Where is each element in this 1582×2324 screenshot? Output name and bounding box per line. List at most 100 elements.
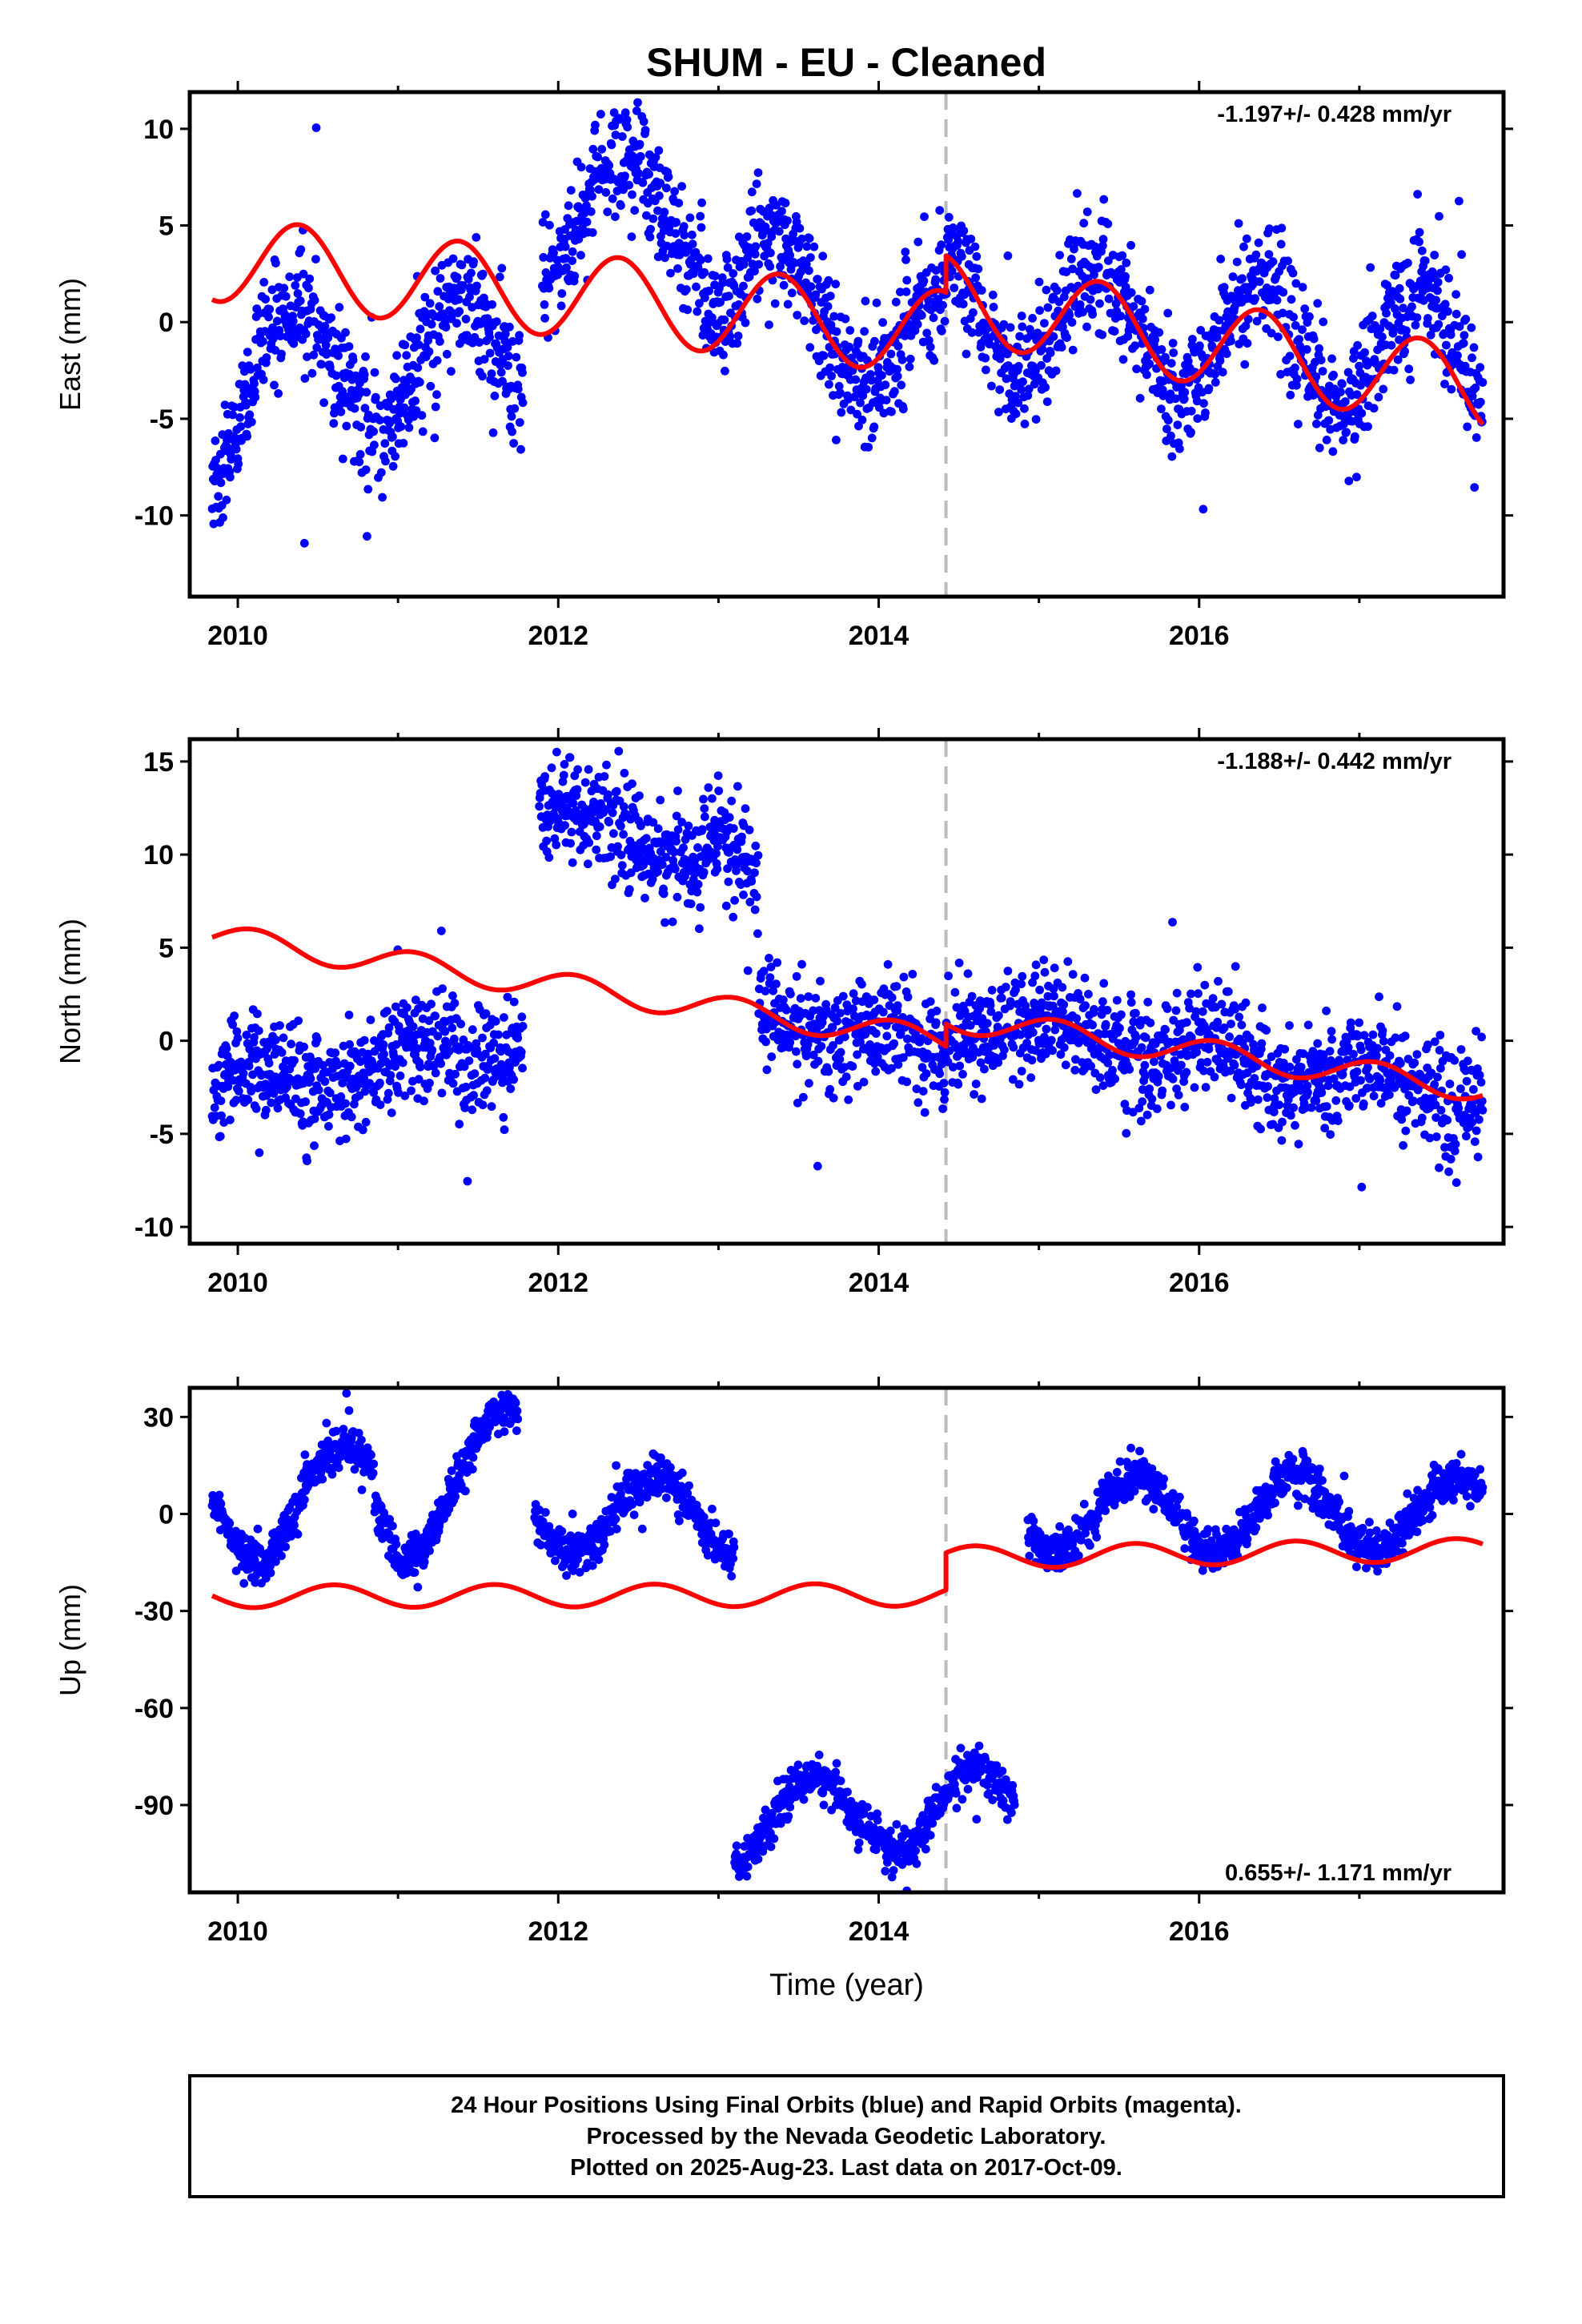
data-point [679,222,689,231]
data-point [713,842,722,851]
data-point [1104,294,1114,304]
data-point [845,343,854,352]
data-point [860,327,869,336]
data-point [615,115,624,124]
data-point [1251,294,1259,303]
data-point [970,242,980,251]
data-point [540,314,549,323]
data-point [787,288,797,298]
data-point [1172,988,1182,998]
data-point [506,1084,516,1093]
data-point [568,858,577,867]
data-point [653,206,662,215]
data-point [458,281,468,290]
data-point [454,295,464,304]
data-point [1280,1044,1290,1054]
data-point [1079,1064,1089,1074]
data-point [1075,995,1085,1003]
rate-label: -1.197+/- 0.428 mm/yr [1217,102,1452,127]
data-point [230,1011,239,1020]
data-point [275,332,285,340]
data-point [831,279,841,289]
data-point [628,779,636,788]
data-point [431,1068,440,1078]
data-point [705,286,713,296]
data-point [496,368,506,377]
data-point [1460,331,1469,340]
data-point [889,1039,899,1048]
observed-points [207,1389,1488,1892]
data-point [319,398,328,408]
data-point [1300,1104,1310,1112]
data-point [967,328,977,337]
data-point [898,1053,908,1062]
data-point [1215,356,1225,365]
data-point [482,1086,492,1096]
data-point [672,811,681,821]
data-point [472,233,481,242]
data-point [835,1055,845,1064]
data-point [216,478,226,488]
data-point [793,1098,802,1108]
data-point [1430,251,1439,259]
data-point [386,1071,396,1080]
data-point [489,1038,498,1047]
data-point [836,388,845,398]
data-point [824,1067,833,1076]
data-point [1285,1063,1295,1072]
y-tick-label: 0 [159,308,174,338]
data-point [1180,1103,1190,1112]
data-point [1117,1010,1126,1019]
data-point [917,311,926,320]
data-point [779,280,789,290]
data-point [699,794,708,804]
data-point [355,450,365,459]
data-point [341,328,350,337]
data-point [568,256,576,265]
data-point [1363,1063,1372,1072]
data-point [1435,1031,1445,1039]
data-point [1404,364,1414,374]
data-point [383,1088,393,1098]
data-point [394,1088,403,1097]
data-point [545,816,555,826]
data-point [796,994,805,1003]
data-point [311,1064,320,1073]
data-point [1254,1095,1263,1104]
data-point [1469,1085,1478,1094]
data-point [653,252,663,262]
data-point [733,339,742,348]
data-point [1084,990,1093,999]
data-point [1050,991,1058,1001]
data-point [759,967,769,976]
data-point [416,324,425,334]
data-point [1294,420,1303,428]
data-point [1223,987,1233,996]
data-point [1152,1104,1162,1113]
data-point [861,296,870,306]
data-point [1302,345,1311,354]
data-point [375,1078,384,1088]
data-point [1050,1025,1060,1035]
data-point [540,772,549,781]
data-point [1058,983,1067,992]
data-point [323,348,331,357]
data-point [331,1426,341,1436]
data-point [1166,431,1175,440]
data-point [1192,396,1202,406]
data-point [1098,330,1107,340]
data-point [785,251,795,260]
data-point [1250,1074,1259,1083]
data-point [688,239,697,249]
data-point [1048,1046,1057,1055]
data-point [503,343,512,352]
data-point [1378,332,1387,342]
data-point [1215,316,1224,325]
data-point [809,242,819,251]
data-point [1002,374,1011,384]
data-point [783,300,793,309]
data-point [857,416,867,424]
data-point [1375,992,1383,1002]
data-point [324,1122,333,1131]
data-point [1277,223,1287,233]
